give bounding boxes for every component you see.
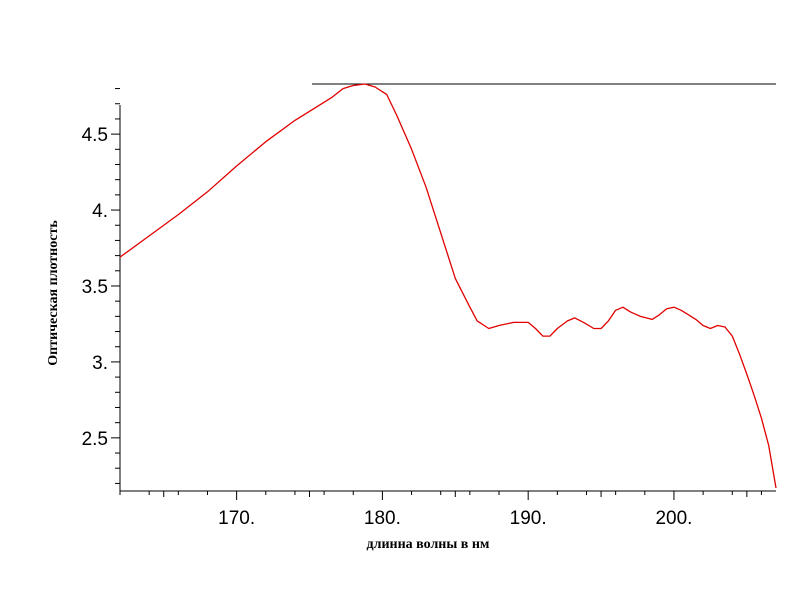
x-axis-title: длинна волны в нм [367,537,490,552]
series-line [119,83,777,489]
y-tick-label: 3. [92,353,108,374]
x-ticks: 170. 180. 190. 200. [119,491,762,529]
x-tick-label: 190. [510,508,547,529]
y-tick-label: 2.5 [82,429,108,450]
y-tick-label: 4.5 [82,125,108,146]
y-tick-label: 4. [92,201,108,222]
x-tick-label: 200. [655,508,692,529]
y-axis-title: Оптическая плотность [46,220,61,366]
series-layer [119,83,777,489]
x-tick-label: 170. [218,508,255,529]
y-ticks: 2.5 3. 3.5 4. 4.5 [82,88,120,484]
y-tick-label: 3.5 [82,277,108,298]
axes [119,83,776,492]
x-tick-label: 180. [364,508,401,529]
